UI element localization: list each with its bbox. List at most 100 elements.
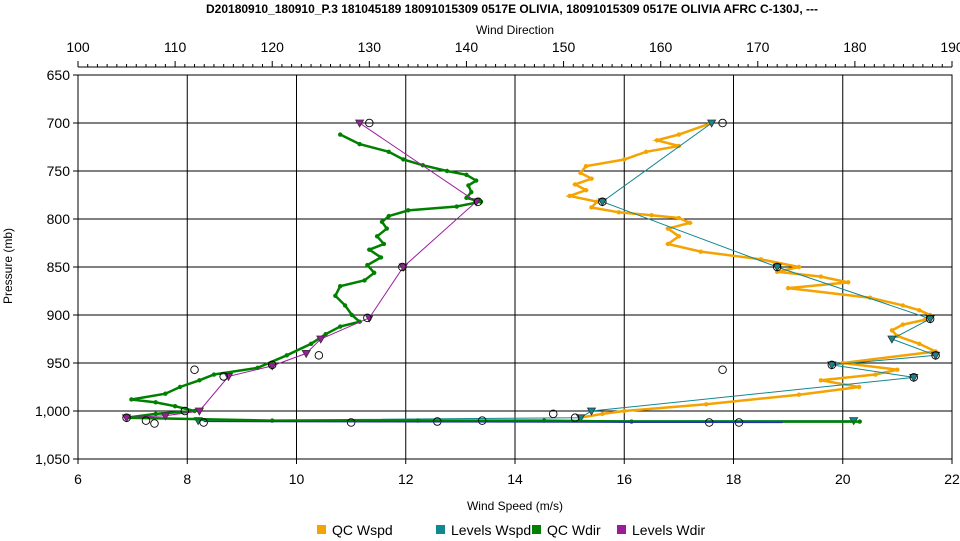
y-tick-label: 750 — [47, 163, 71, 179]
data-point — [917, 308, 922, 313]
data-point — [900, 322, 906, 327]
data-point — [405, 208, 411, 213]
open-circle-marker — [772, 262, 782, 272]
y-tick-label: 900 — [47, 307, 71, 323]
chart-title: D20180910_180910_P.3 181045189 180910153… — [206, 2, 818, 16]
data-point — [386, 149, 391, 154]
data-point — [698, 249, 703, 254]
data-point — [444, 168, 450, 174]
x-bottom-tick-label: 10 — [289, 471, 305, 487]
data-point — [338, 284, 343, 289]
series-line-levels-wdir — [126, 122, 478, 419]
x-top-tick-label: 100 — [66, 39, 90, 55]
data-point — [284, 353, 289, 358]
data-point — [600, 411, 605, 417]
data-point — [177, 384, 183, 390]
data-point — [466, 183, 471, 188]
data-point — [323, 332, 328, 337]
x-bottom-tick-label: 8 — [183, 471, 191, 487]
x-top-tick-label: 140 — [455, 39, 479, 55]
data-point — [654, 138, 660, 143]
open-circle-marker — [827, 360, 837, 370]
legend-swatch — [617, 525, 626, 534]
level-marker — [223, 373, 234, 382]
data-point — [895, 367, 900, 372]
data-point — [163, 391, 168, 396]
open-circle-marker — [909, 373, 919, 382]
data-point — [703, 402, 709, 407]
open-circle-marker — [199, 418, 208, 427]
open-circle-marker — [314, 351, 324, 360]
data-point — [349, 312, 355, 318]
open-circle-marker — [570, 413, 580, 422]
open-circle-marker — [473, 197, 483, 206]
data-point — [371, 270, 377, 275]
level-marker — [267, 362, 277, 371]
y-tick-label: 650 — [47, 67, 71, 83]
data-point — [594, 199, 600, 204]
open-circle-marker — [363, 313, 372, 323]
legend: QC Wspd Levels Wspd QC Wdir Levels Wdir — [317, 522, 705, 538]
data-point — [153, 411, 158, 417]
data-point — [342, 303, 348, 308]
level-marker — [706, 119, 717, 128]
data-point — [374, 234, 380, 239]
x-bottom-tick-label: 6 — [74, 471, 82, 487]
open-circle-marker — [180, 406, 190, 416]
y-axis-title: Pressure (mb) — [1, 228, 15, 304]
x-top-tick-label: 130 — [358, 39, 382, 55]
open-circle-marker — [925, 314, 935, 324]
data-point — [818, 274, 824, 279]
legend-swatch — [532, 525, 541, 534]
data-point — [889, 328, 895, 333]
data-point — [900, 303, 906, 308]
data-point — [454, 204, 459, 209]
data-point — [785, 285, 791, 291]
data-point — [473, 178, 479, 183]
data-point — [469, 189, 474, 195]
data-point — [338, 324, 343, 329]
level-marker — [772, 263, 782, 272]
data-point — [381, 241, 387, 247]
data-point — [665, 226, 671, 231]
level-marker — [887, 335, 897, 344]
data-point — [687, 220, 692, 226]
x-bottom-tick-label: 20 — [835, 471, 851, 487]
level-marker — [301, 349, 311, 359]
x-bottom-tick-label: 14 — [507, 471, 523, 487]
data-point — [578, 170, 583, 176]
level-marker — [194, 407, 205, 416]
data-point — [153, 400, 158, 405]
open-circle-marker — [718, 365, 727, 374]
data-point — [873, 372, 878, 377]
y-tick-label: 1,000 — [35, 403, 70, 419]
level-marker — [925, 315, 935, 324]
data-point — [589, 205, 594, 210]
x-bottom-tick-label: 12 — [398, 471, 414, 487]
level-marker — [160, 412, 171, 421]
level-marker — [354, 119, 365, 128]
series-line-qc-wdir — [126, 133, 860, 423]
data-point — [796, 264, 802, 270]
data-point — [622, 157, 627, 162]
data-point — [211, 372, 217, 377]
grid-lines — [78, 75, 952, 459]
data-point — [589, 176, 594, 181]
level-marker — [586, 407, 597, 416]
data-point — [818, 378, 824, 383]
x-top-tick-label: 120 — [261, 39, 285, 55]
data-point — [367, 247, 372, 252]
y-tick-label: 950 — [47, 355, 71, 371]
data-point — [308, 341, 314, 346]
legend-swatch — [317, 525, 326, 534]
open-circle-marker — [346, 418, 356, 427]
open-circle-marker — [141, 416, 151, 425]
level-marker — [909, 373, 919, 383]
level-marker — [827, 361, 837, 370]
data-point — [338, 132, 343, 137]
data-point — [840, 360, 845, 366]
level-marker — [597, 198, 608, 207]
x-bottom-tick-label: 22 — [944, 471, 960, 487]
open-circle-marker — [931, 351, 940, 360]
open-circle-marker — [365, 118, 374, 128]
